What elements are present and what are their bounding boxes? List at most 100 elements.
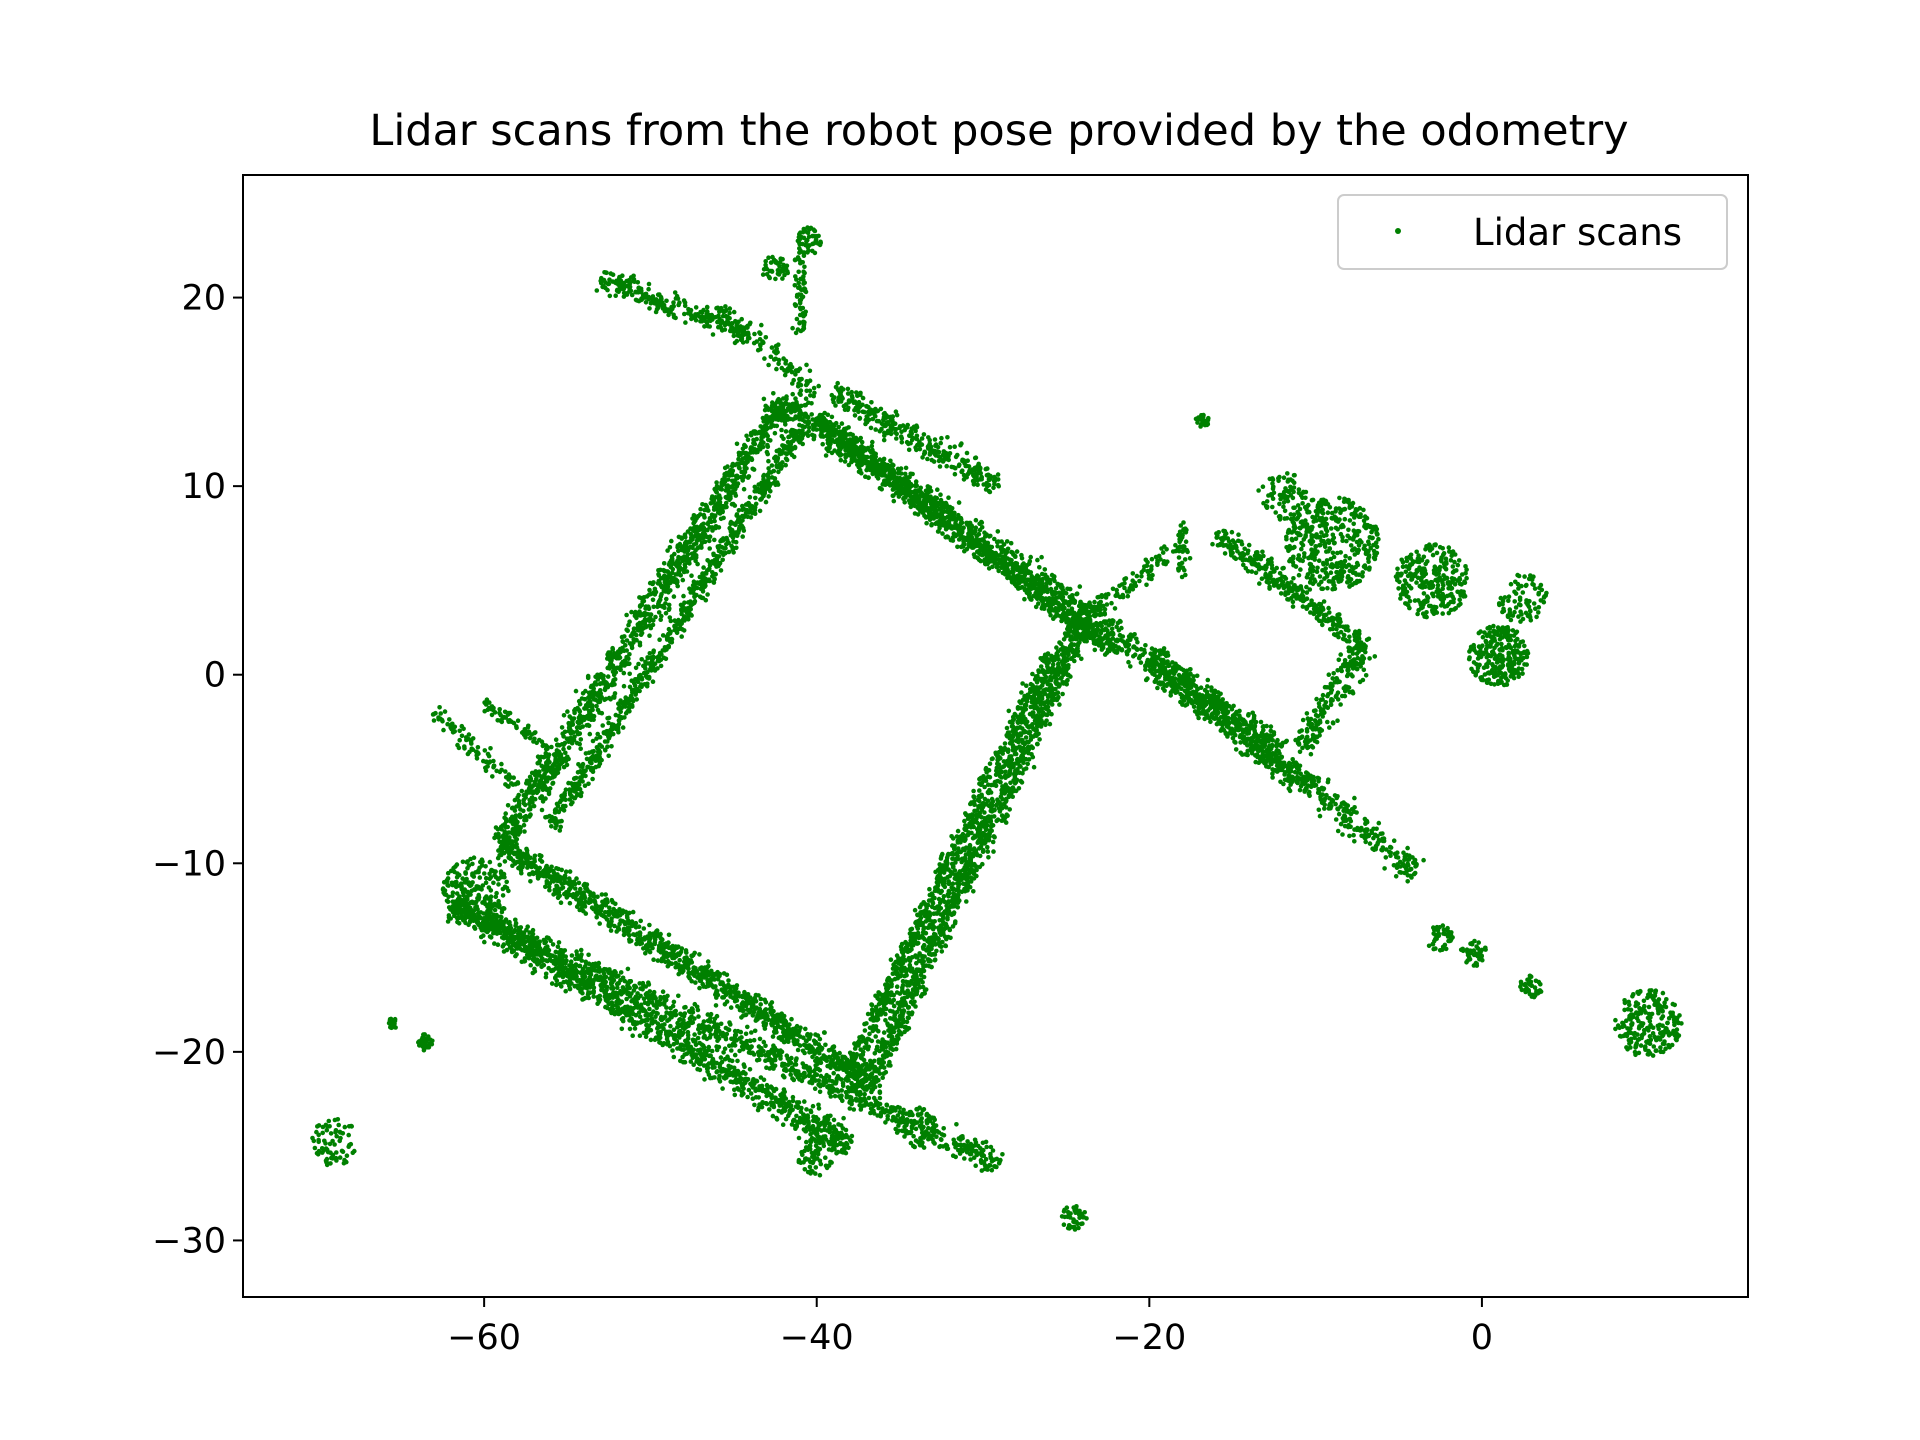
lidar-point — [672, 623, 677, 629]
lidar-point — [751, 439, 757, 445]
lidar-point — [573, 688, 579, 694]
lidar-point — [720, 537, 726, 543]
lidar-point — [679, 611, 684, 617]
lidar-point — [1197, 698, 1202, 703]
lidar-point — [542, 773, 547, 779]
lidar-point — [1140, 652, 1146, 658]
lidar-point — [1068, 609, 1073, 615]
lidar-point — [775, 455, 781, 461]
lidar-point — [493, 832, 499, 837]
lidar-point — [1004, 539, 1010, 544]
lidar-point — [1157, 668, 1162, 673]
lidar-point — [1257, 748, 1262, 753]
lidar-point — [1288, 782, 1293, 787]
lidar-point — [608, 727, 613, 733]
lidar-point — [627, 661, 632, 667]
lidar-point — [640, 599, 645, 605]
lidar-point — [1275, 737, 1280, 743]
lidar-point — [736, 528, 742, 533]
lidar-point — [1162, 688, 1167, 693]
lidar-point — [1286, 767, 1291, 773]
lidar-point — [551, 761, 557, 767]
lidar-point — [589, 760, 594, 766]
lidar-point — [1278, 779, 1283, 785]
lidar-point — [774, 448, 780, 454]
lidar-point — [1131, 654, 1136, 659]
lidar-point — [1246, 713, 1251, 718]
lidar-point — [711, 580, 717, 585]
lidar-point — [870, 447, 875, 453]
lidar-point — [1376, 820, 1382, 826]
lidar-point — [572, 710, 577, 716]
lidar-point — [1182, 683, 1188, 688]
lidar-point — [1039, 554, 1044, 560]
lidar-point — [695, 561, 700, 567]
lidar-point — [893, 484, 898, 490]
lidar-point — [869, 467, 875, 473]
lidar-point — [1056, 608, 1061, 613]
lidar-point — [784, 457, 790, 463]
lidar-point — [1143, 677, 1149, 683]
lidar-point — [597, 710, 602, 715]
lidar-point — [709, 525, 715, 530]
lidar-point — [612, 693, 617, 699]
lidar-point — [1412, 870, 1418, 876]
lidar-point — [566, 745, 572, 750]
lidar-point — [986, 566, 992, 571]
lidar-point — [721, 552, 726, 558]
lidar-point — [557, 819, 562, 824]
lidar-point — [627, 652, 632, 657]
lidar-point — [567, 787, 572, 792]
lidar-point — [758, 445, 763, 451]
lidar-point — [1216, 694, 1221, 700]
lidar-point — [973, 517, 979, 523]
lidar-point — [644, 624, 649, 629]
lidar-point — [762, 427, 767, 433]
lidar-point — [734, 475, 740, 481]
lidar-point — [560, 731, 565, 736]
lidar-point — [1260, 724, 1266, 730]
lidar-point — [792, 444, 798, 450]
lidar-point — [1268, 761, 1273, 766]
lidar-point — [938, 492, 943, 498]
lidar-point — [1316, 807, 1322, 813]
lidar-point — [946, 495, 951, 501]
lidar-point — [1113, 643, 1119, 649]
lidar-point — [1352, 839, 1357, 844]
lidar-point — [1294, 765, 1300, 771]
lidar-point — [1005, 546, 1011, 552]
lidar-point — [758, 424, 763, 429]
lidar-point — [1251, 724, 1256, 730]
lidar-point — [674, 578, 680, 584]
lidar-point — [1013, 554, 1018, 559]
lidar-point — [1311, 774, 1316, 780]
lidar-point — [1318, 796, 1323, 802]
lidar-point — [597, 699, 603, 705]
lidar-point — [569, 793, 574, 799]
lidar-point — [1217, 721, 1223, 726]
lidar-point — [675, 572, 681, 577]
lidar-point — [721, 515, 726, 521]
lidar-point — [690, 516, 695, 521]
lidar-point — [891, 463, 896, 468]
lidar-point — [960, 544, 966, 549]
lidar-point — [1333, 817, 1339, 822]
lidar-point — [1119, 625, 1124, 631]
lidar-point — [544, 814, 550, 820]
lidar-point — [1050, 596, 1055, 601]
lidar-point — [1154, 674, 1160, 680]
lidar-point — [846, 462, 852, 468]
lidar-point — [1126, 648, 1131, 654]
lidar-point — [1045, 589, 1050, 595]
lidar-point — [944, 509, 950, 514]
lidar-point — [722, 474, 727, 480]
lidar-point — [702, 515, 707, 520]
lidar-point — [950, 538, 956, 543]
lidar-point — [1148, 657, 1154, 663]
lidar-point — [1248, 748, 1254, 753]
lidar-point — [908, 471, 913, 477]
lidar-point — [966, 530, 972, 536]
lidar-point — [643, 666, 648, 671]
lidar-point — [915, 495, 921, 501]
lidar-point — [598, 688, 603, 693]
